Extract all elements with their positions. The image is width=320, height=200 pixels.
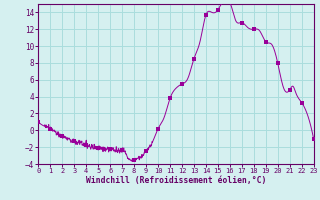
X-axis label: Windchill (Refroidissement éolien,°C): Windchill (Refroidissement éolien,°C) xyxy=(86,176,266,185)
